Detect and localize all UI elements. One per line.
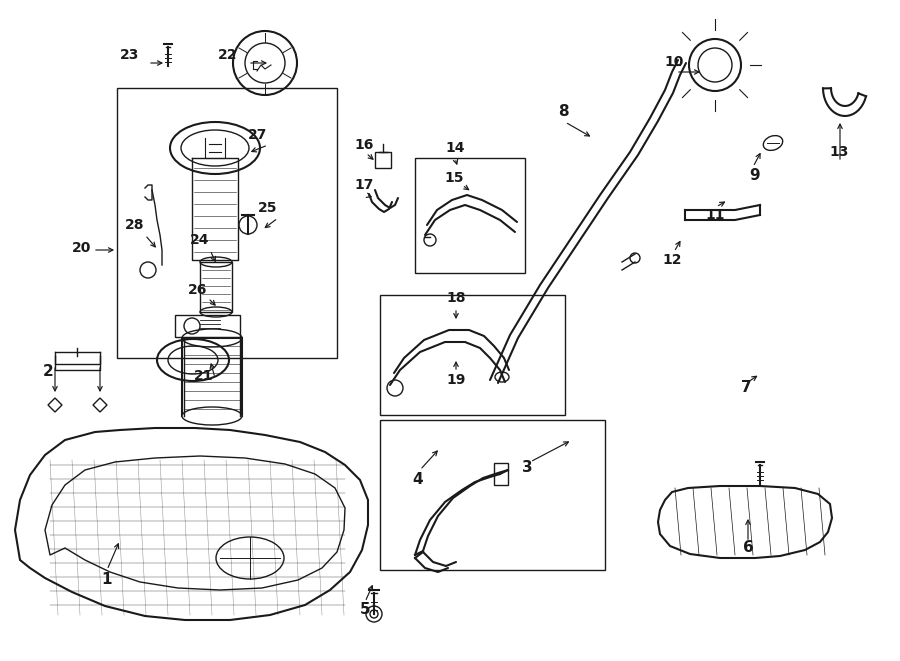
- Bar: [375, 152, 391, 168]
- Text: 21: 21: [194, 369, 214, 383]
- Bar: [380, 295, 565, 415]
- Text: 23: 23: [121, 48, 140, 62]
- Polygon shape: [48, 398, 62, 412]
- Bar: [175, 315, 240, 337]
- Bar: [117, 88, 337, 358]
- Text: 6: 6: [742, 541, 753, 555]
- Bar: [494, 463, 508, 485]
- Text: 7: 7: [741, 381, 751, 395]
- Text: 9: 9: [750, 167, 760, 182]
- Text: 8: 8: [558, 104, 568, 120]
- Polygon shape: [93, 398, 107, 412]
- Text: 17: 17: [355, 178, 374, 192]
- Text: 28: 28: [125, 218, 145, 232]
- Text: 13: 13: [829, 145, 849, 159]
- Bar: [380, 420, 605, 570]
- Text: 3: 3: [522, 461, 532, 475]
- Text: 26: 26: [188, 283, 208, 297]
- Bar: [182, 338, 242, 416]
- Text: 12: 12: [662, 253, 682, 267]
- Text: 18: 18: [446, 291, 466, 305]
- Text: 5: 5: [360, 602, 370, 617]
- Text: 19: 19: [446, 373, 465, 387]
- Text: 11: 11: [706, 208, 724, 222]
- Text: 22: 22: [218, 48, 238, 62]
- Text: 1: 1: [102, 572, 112, 588]
- Text: 2: 2: [42, 364, 53, 379]
- Text: 24: 24: [190, 233, 210, 247]
- Bar: [200, 262, 232, 312]
- Text: 25: 25: [258, 201, 278, 215]
- Text: 15: 15: [445, 171, 464, 185]
- Bar: [415, 158, 525, 273]
- Text: 10: 10: [664, 55, 684, 69]
- Ellipse shape: [182, 407, 242, 425]
- Text: 27: 27: [248, 128, 267, 142]
- Text: 20: 20: [72, 241, 92, 255]
- Text: 14: 14: [446, 141, 464, 155]
- Text: 4: 4: [413, 473, 423, 488]
- Text: 16: 16: [355, 138, 374, 152]
